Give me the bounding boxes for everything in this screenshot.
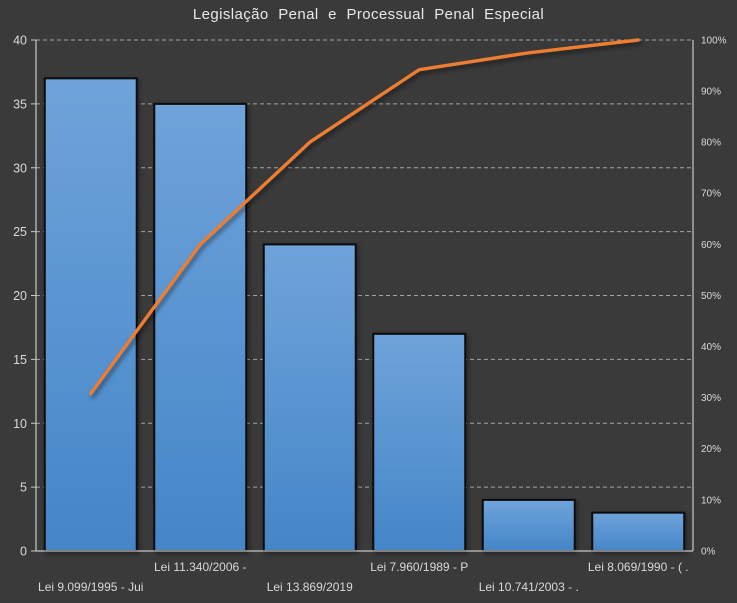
right-axis-tick-label: 100% [701,35,727,46]
left-axis-tick-label: 35 [13,97,27,111]
right-axis-tick-label: 30% [701,393,721,404]
bar [481,498,576,552]
right-axis-tick-label: 60% [701,240,721,251]
bar [153,102,248,552]
chart-title: Legislação Penal e Processual Penal Espe… [192,6,545,23]
category-label: Lei 10.741/2003 - . [479,580,579,594]
left-axis-tick-label: 0 [20,545,27,559]
right-axis-tick-label: 0% [701,546,716,557]
left-axis-tick-label: 5 [20,481,27,495]
right-axis-tick-label: 70% [701,189,721,200]
right-axis-tick-label: 80% [701,138,721,149]
bar [591,511,686,552]
category-label: Lei 7.960/1989 - P [370,560,468,574]
left-axis-tick-label: 25 [13,225,27,239]
bar [372,332,467,553]
right-axis-tick-label: 20% [701,444,721,455]
bar [262,243,357,552]
right-axis-tick-label: 10% [701,495,721,506]
left-axis-tick-label: 15 [13,353,27,367]
cumulative-line [89,38,640,396]
category-label: Lei 13.869/2019 [267,580,353,594]
right-axis-tick-label: 90% [701,87,721,98]
category-label: Lei 9.099/1995 - Jui [38,580,143,594]
left-axis-tick-label: 10 [13,417,27,431]
right-axis-tick-label: 40% [701,342,721,353]
right-axis-tick-label: 50% [701,291,721,302]
category-label: Lei 11.340/2006 - [154,560,247,574]
left-axis-tick-label: 30 [13,161,27,175]
left-axis-tick-label: 40 [13,34,27,48]
bar [43,77,138,552]
category-label: Lei 8.069/1990 - ( . [588,560,689,574]
left-axis-tick-label: 20 [13,289,27,303]
